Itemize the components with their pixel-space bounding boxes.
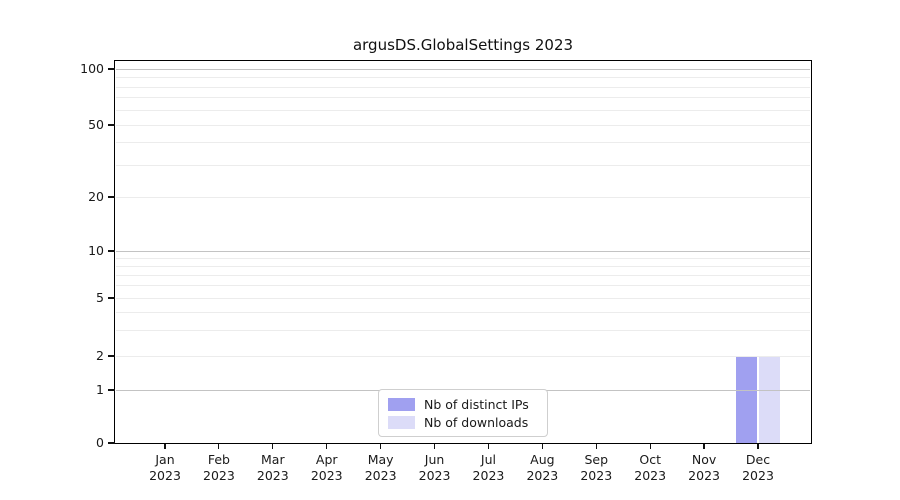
y-tick-mark [108, 196, 115, 198]
y-tick-label: 2 [96, 348, 104, 363]
gridline-minor [116, 329, 810, 331]
x-tick-mark [487, 444, 490, 449]
gridline-minor [116, 97, 810, 99]
x-tick-label: Jul 2023 [472, 452, 505, 483]
y-tick-mark [108, 250, 115, 252]
x-tick-label: Nov 2023 [688, 452, 720, 483]
y-tick-mark [108, 124, 115, 126]
x-tick-mark [649, 444, 651, 449]
x-tick-label: May 2023 [364, 452, 397, 483]
legend-item: Nb of distinct IPs [388, 395, 537, 413]
x-tick-mark [272, 444, 274, 449]
x-tick-mark [380, 444, 382, 449]
x-tick-label: Mar 2023 [256, 452, 289, 483]
y-tick-mark [108, 442, 115, 444]
gridline-minor [116, 355, 810, 357]
bar-downloads [758, 356, 780, 443]
gridline-minor [116, 257, 810, 259]
gridline-minor [116, 265, 810, 267]
gridline-minor [116, 297, 810, 299]
y-tick-label: 10 [88, 243, 104, 258]
x-tick-mark [218, 444, 220, 449]
gridline-minor [116, 109, 810, 111]
x-tick-mark [757, 444, 759, 449]
y-tick-mark [108, 355, 115, 357]
x-tick-mark [703, 444, 705, 449]
y-tick-label: 5 [96, 290, 104, 305]
legend-item: Nb of downloads [388, 413, 537, 431]
gridline-minor [116, 164, 810, 166]
y-tick-label: 100 [80, 61, 104, 76]
y-tick-label: 1 [96, 382, 104, 397]
legend-label-distinct-ips: Nb of distinct IPs [424, 396, 529, 412]
gridline-minor [116, 274, 810, 276]
legend-label-downloads: Nb of downloads [424, 414, 529, 430]
x-tick-mark [541, 444, 543, 449]
x-tick-mark [595, 444, 597, 449]
gridline-minor [116, 124, 810, 126]
y-tick-label: 20 [88, 189, 104, 204]
x-tick-label: Apr 2023 [310, 452, 343, 483]
gridline-minor [116, 142, 810, 144]
y-tick-label: 0 [96, 435, 104, 450]
x-tick-label: Sep 2023 [580, 452, 613, 483]
gridline-minor [116, 311, 810, 313]
x-tick-mark [433, 444, 436, 449]
chart-title: argusDS.GlobalSettings 2023 [352, 36, 574, 54]
gridline-minor [116, 77, 810, 78]
x-tick-label: Dec 2023 [742, 452, 774, 483]
x-tick-label: Jan 2023 [149, 452, 181, 483]
y-tick-mark [108, 389, 115, 391]
x-tick-label: Jun 2023 [418, 452, 451, 483]
x-tick-label: Oct 2023 [634, 452, 667, 483]
gridline-minor [116, 86, 810, 88]
y-tick-mark [108, 297, 115, 299]
gridline-minor [116, 196, 810, 198]
x-tick-mark [164, 444, 166, 449]
plot-area [114, 60, 812, 444]
x-tick-label: Feb 2023 [203, 452, 235, 483]
legend-swatch-distinct-ips [388, 397, 415, 411]
legend: Nb of distinct IPs Nb of downloads [378, 389, 548, 437]
y-tick-mark [108, 68, 115, 70]
y-tick-label: 50 [88, 117, 104, 132]
gridline-major [116, 68, 810, 70]
gridline-major [116, 250, 810, 252]
legend-swatch-downloads [388, 415, 415, 429]
bar-distinct-ips [735, 356, 757, 443]
gridline-minor [116, 285, 810, 287]
x-tick-label: Aug 2023 [526, 452, 559, 483]
x-tick-mark [326, 444, 328, 449]
